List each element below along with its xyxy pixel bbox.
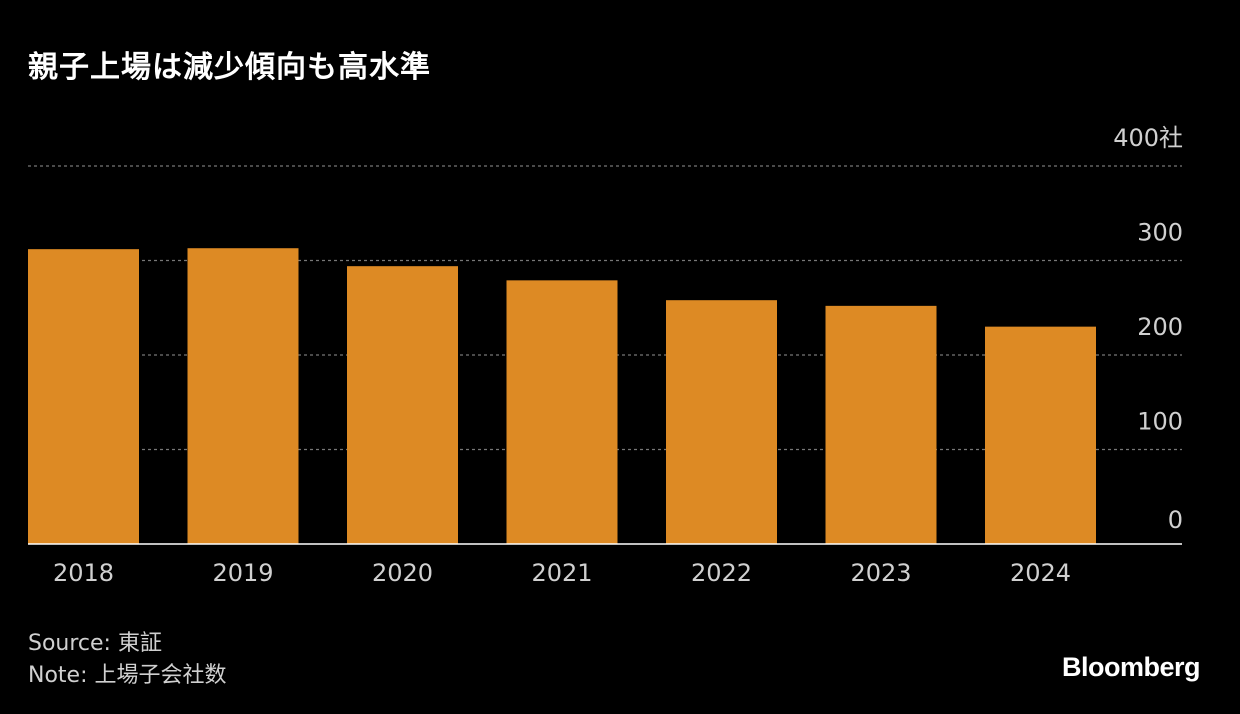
x-tick-label: 2019 (212, 559, 273, 587)
bar-2022 (666, 300, 777, 544)
y-tick-label: 0 (1168, 506, 1183, 534)
y-tick-label: 200 (1137, 313, 1183, 341)
x-tick-label: 2023 (850, 559, 911, 587)
chart-title: 親子上場は減少傾向も高水準 (28, 50, 431, 85)
source-note: Source: 東証 (28, 631, 162, 656)
y-tick-label: 100 (1137, 408, 1183, 436)
x-tick-label: 2018 (53, 559, 114, 587)
x-axis-tick-labels: 2018 2019 2020 2021 2022 2023 2024 (53, 559, 1071, 587)
x-tick-label: 2024 (1010, 559, 1071, 587)
x-tick-label: 2022 (691, 559, 752, 587)
bar-2019 (187, 248, 299, 544)
bar-2021 (506, 280, 618, 544)
bar-2023 (825, 305, 937, 544)
y-axis-tick-labels: 0 100 200 300 400社 (1113, 124, 1183, 534)
x-tick-label: 2020 (372, 559, 433, 587)
x-tick-label: 2021 (531, 559, 592, 587)
y-tick-label: 300 (1137, 219, 1183, 247)
bars (28, 248, 1096, 544)
bar-2018 (28, 249, 139, 544)
bar-2020 (347, 266, 458, 544)
y-tick-label: 400社 (1113, 124, 1183, 152)
note-text: Note: 上場子会社数 (28, 663, 227, 688)
bloomberg-logo: Bloomberg (1061, 652, 1201, 682)
bar-2024 (985, 326, 1096, 544)
chart-footer: Source: 東証 Note: 上場子会社数 (28, 628, 226, 692)
